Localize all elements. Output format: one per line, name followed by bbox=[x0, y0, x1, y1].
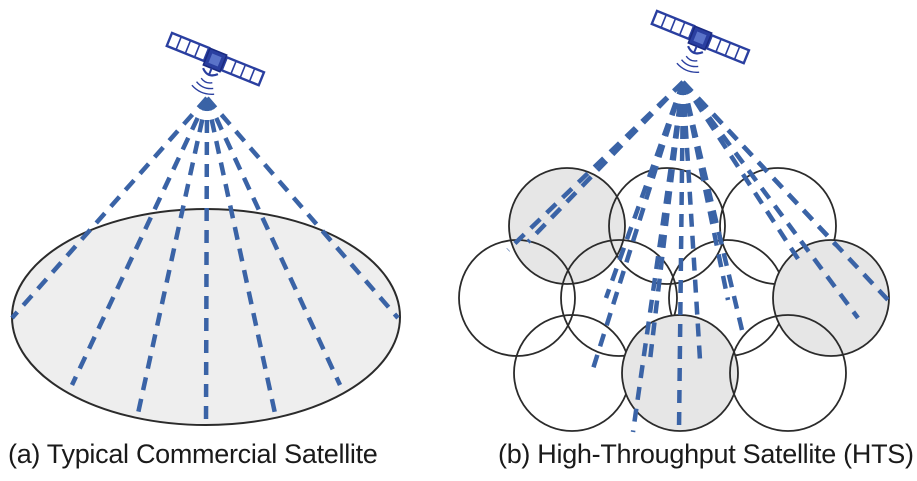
spot-beam-circle bbox=[772, 239, 890, 357]
beam-line bbox=[680, 81, 731, 301]
beam-line bbox=[69, 97, 210, 386]
beam-line bbox=[630, 81, 686, 433]
beam-line bbox=[526, 80, 685, 244]
caption-typical-satellite: (a) Typical Commercial Satellite bbox=[8, 439, 378, 469]
beam-line bbox=[676, 81, 686, 431]
beam-line bbox=[647, 81, 686, 361]
spot-beam-grid bbox=[458, 167, 890, 432]
beam-line bbox=[681, 80, 802, 264]
beam-line bbox=[205, 96, 400, 320]
beam-line bbox=[204, 97, 343, 386]
beam-lines bbox=[10, 96, 400, 426]
panel-typical-satellite bbox=[10, 31, 401, 426]
beam-line bbox=[603, 81, 686, 299]
beam-line bbox=[506, 80, 685, 252]
spot-beam-circle bbox=[458, 239, 576, 357]
beam-lines bbox=[506, 80, 890, 433]
beam-line bbox=[681, 80, 860, 320]
beam-line bbox=[10, 96, 209, 320]
beam-line bbox=[134, 97, 210, 419]
beam-line bbox=[204, 97, 279, 419]
satellite-icon bbox=[639, 9, 751, 91]
spot-beam-circle bbox=[560, 239, 678, 357]
spot-beam-circle bbox=[729, 314, 847, 432]
caption-hts-satellite: (b) High-Throughput Satellite (HTS) bbox=[498, 439, 914, 469]
beam-line bbox=[203, 97, 210, 426]
beam-line bbox=[681, 80, 890, 302]
panel-hts-satellite bbox=[458, 9, 890, 433]
spot-beam-circle bbox=[508, 167, 626, 285]
spot-beam-circle bbox=[608, 167, 726, 285]
beam-line bbox=[680, 81, 703, 361]
